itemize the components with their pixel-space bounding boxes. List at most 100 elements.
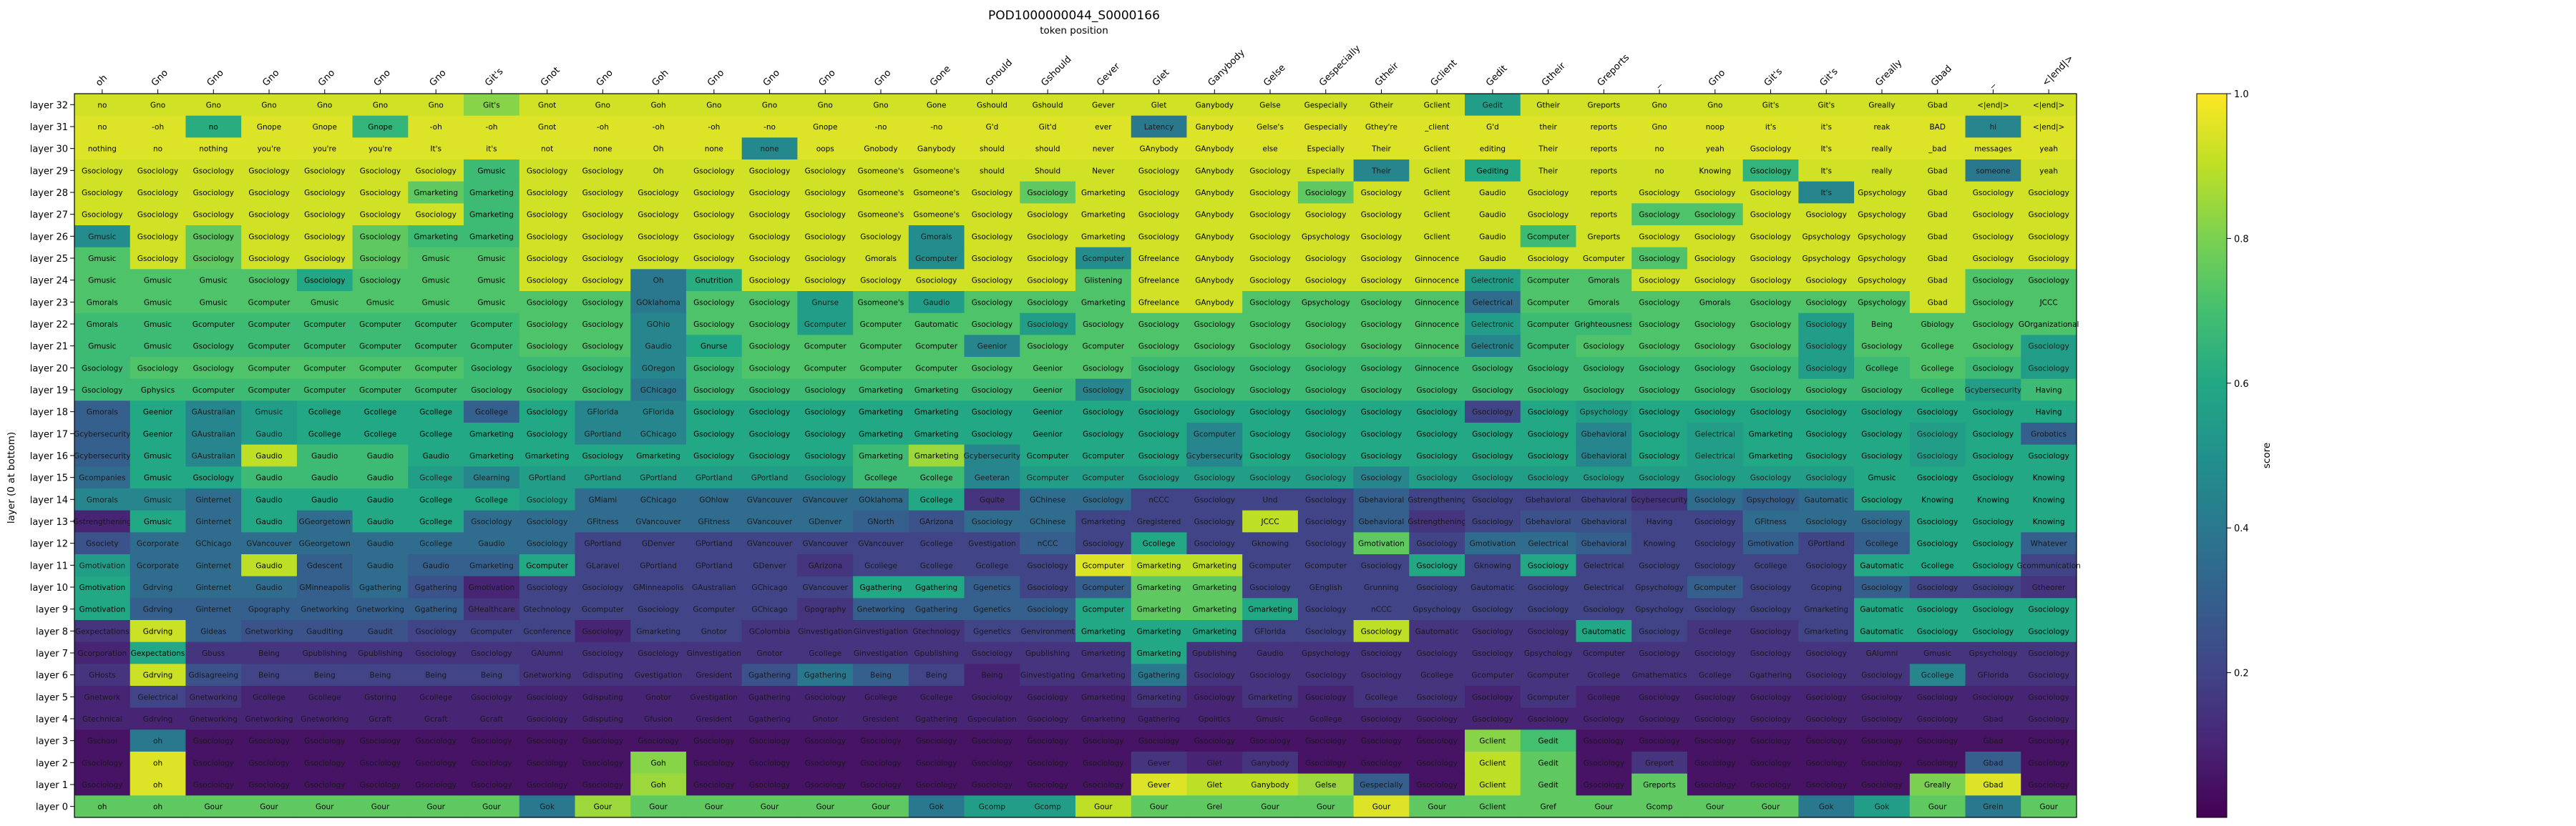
heatmap-cell-label: Gour	[761, 803, 779, 812]
heatmap-cell	[1297, 181, 1355, 204]
heatmap-cell-label: Ginvestigation	[854, 649, 908, 658]
heatmap-cell-label: Gour	[1595, 803, 1614, 812]
heatmap-cell-label: Gcomputer	[248, 320, 291, 329]
heatmap-cell-label: Gsociology	[1584, 781, 1624, 790]
heatmap-cell-label: Gnetworking	[301, 715, 348, 724]
heatmap-cell-label: Gsociology	[471, 693, 512, 702]
heatmap-cell-label: Gcollege	[1921, 364, 1954, 373]
heatmap-cell-label: Gcomp	[979, 803, 1006, 812]
heatmap-cell-label: Gsociology	[1027, 606, 1068, 614]
heatmap-cell	[1409, 203, 1465, 226]
heatmap-cell	[1353, 400, 1410, 423]
heatmap-cell	[1131, 94, 1187, 117]
heatmap-cell	[1742, 291, 1799, 314]
heatmap-cell-label: GColombia	[749, 627, 790, 636]
heatmap-cell-label: Gpsychology	[1413, 606, 1461, 614]
heatmap-cell-label: -oh	[597, 123, 609, 132]
heatmap-cell-label: Gsociology	[916, 781, 957, 790]
heatmap-cell-label: GVancouver	[747, 540, 793, 549]
heatmap-cell	[853, 357, 909, 380]
heatmap-cell-label: Gsociology	[1472, 430, 1513, 438]
heatmap-cell-label: Gsociology	[1138, 167, 1179, 175]
heatmap-cell	[1909, 313, 1966, 335]
heatmap-cell	[241, 291, 298, 314]
heatmap-cell-label: Gmarketing	[1749, 452, 1793, 461]
heatmap-cell-label: GChinese	[1030, 518, 1065, 526]
heatmap-cell-label: Gever	[1148, 759, 1171, 767]
heatmap-cell-label: Gsociology	[972, 277, 1013, 285]
heatmap-cell	[630, 423, 687, 446]
heatmap-cell-label: Gsociology	[2028, 189, 2069, 197]
heatmap-cell	[575, 203, 631, 226]
y-tick-label: layer 27	[30, 210, 68, 221]
heatmap-cell-label: Gsociology	[1027, 759, 1068, 767]
heatmap-cell-label: Gno	[1707, 101, 1722, 109]
heatmap-cell-label: Gelse's	[1257, 123, 1284, 132]
heatmap-cell-label: Gsociology	[1584, 364, 1624, 373]
heatmap-cell-label: Ggathering	[415, 606, 457, 614]
heatmap-cell-label: Gmarketing	[1081, 189, 1126, 197]
heatmap-cell-label: Gcomputer	[526, 561, 568, 570]
heatmap-cell-label: Gsociology	[1917, 540, 1958, 549]
heatmap-cell-label: really	[1871, 167, 1892, 175]
heatmap-cell-label: Gmusic	[366, 298, 394, 307]
heatmap-cell-label: Gsociology	[471, 518, 512, 526]
heatmap-cell-label: Gsociology	[2028, 759, 2069, 767]
heatmap-cell-label: Gaudio	[311, 496, 338, 504]
heatmap-cell-label: Gcomputer	[1694, 584, 1736, 592]
heatmap-cell-label: Gsociology	[1917, 408, 1958, 417]
heatmap-cell	[1965, 423, 2021, 446]
heatmap-cell-label: Gsociology	[1417, 781, 1458, 790]
heatmap-cell	[352, 335, 409, 358]
heatmap-cell-label: -oh	[152, 123, 164, 132]
heatmap-cell-label: Gbad	[1928, 277, 1948, 285]
heatmap-cell-label: Gsociology	[1472, 452, 1513, 461]
heatmap-cell	[1020, 291, 1076, 314]
heatmap-cell	[1631, 247, 1688, 270]
heatmap-cell-label: Gsociology	[1917, 474, 1958, 483]
heatmap-cell-label: Gmusic	[144, 277, 172, 285]
heatmap-cell	[464, 159, 520, 182]
heatmap-cell-label: Gsociology	[1584, 759, 1624, 767]
heatmap-cell	[1186, 137, 1243, 160]
heatmap-cell-label: Gsociology	[1138, 430, 1179, 438]
heatmap-cell	[853, 400, 909, 423]
heatmap-cell	[296, 357, 353, 380]
heatmap-cell-label: Gnutrition	[695, 277, 733, 285]
heatmap-cell	[797, 159, 854, 182]
heatmap-cell-label: Gsociology	[1694, 211, 1735, 220]
heatmap-cell-label: Gsociology	[1806, 320, 1847, 329]
heatmap-cell-label: Gsociology	[1305, 211, 1346, 220]
x-tick-label: Git's	[483, 66, 505, 88]
heatmap-cell-label: Gaudio	[923, 298, 950, 307]
heatmap-cell-label: Gstrengthening	[1407, 518, 1466, 526]
heatmap-cell-label: <|end|>	[2033, 123, 2064, 132]
heatmap-cell	[296, 181, 353, 204]
heatmap-cell-label: Gsociology	[527, 540, 567, 549]
heatmap-cell	[908, 291, 965, 314]
heatmap-cell-label: Gknowing	[1474, 561, 1511, 570]
heatmap-cell-label: Gbad	[1983, 759, 2003, 767]
heatmap-cell-label: Ggathering	[748, 693, 791, 702]
heatmap-cell-label: Gsociology	[1861, 781, 1902, 790]
heatmap-cell-label: Gknowing	[1252, 540, 1289, 549]
heatmap-cell-label: Gsociology	[1417, 649, 1458, 658]
heatmap-cell-label: Gsociology	[638, 737, 678, 746]
heatmap-cell	[1798, 159, 1855, 182]
heatmap-cell-label: Being	[258, 649, 280, 658]
heatmap-cell-label: Gsociology	[1639, 298, 1679, 307]
heatmap-cell	[853, 335, 909, 358]
heatmap-cell-label: Gsociology	[360, 759, 401, 767]
heatmap-cell-label: Gsociology	[2028, 672, 2069, 680]
heatmap-cell-label: Gsociology	[1694, 364, 1735, 373]
heatmap-cell	[630, 378, 687, 401]
heatmap-cell-label: Gdrving	[143, 584, 173, 592]
heatmap-cell-label: Gbehavioral	[1581, 496, 1627, 504]
heatmap-cell	[1909, 247, 1966, 270]
heatmap-cell-label: Gsociology	[1249, 430, 1290, 438]
heatmap-cell	[1965, 313, 2021, 335]
heatmap-cell-label: else	[1262, 145, 1277, 154]
heatmap-cell-label: GVancouver	[803, 496, 849, 504]
heatmap-cell-label: Gbad	[1983, 715, 2003, 724]
heatmap-cell-label: Gcorporation	[78, 649, 127, 658]
